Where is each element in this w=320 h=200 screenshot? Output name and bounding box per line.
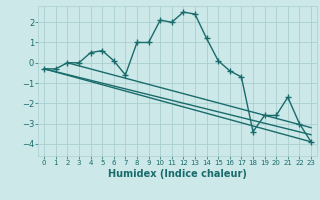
X-axis label: Humidex (Indice chaleur): Humidex (Indice chaleur) (108, 169, 247, 179)
